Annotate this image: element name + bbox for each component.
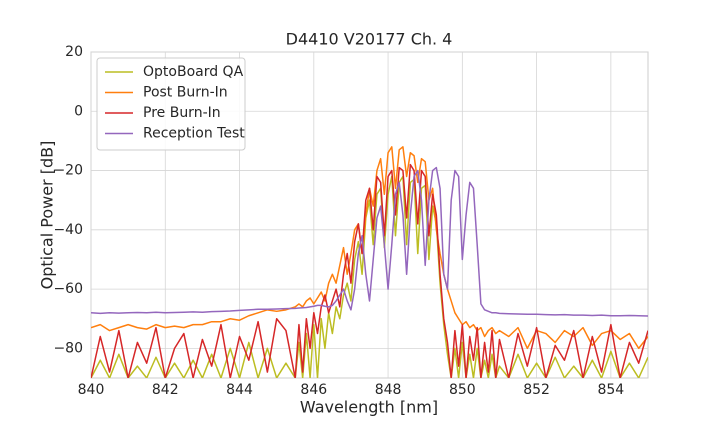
legend-label: OptoBoard QA — [143, 64, 244, 80]
y-axis-label: Optical Power [dB] — [38, 141, 57, 290]
x-tick-label: 846 — [300, 382, 327, 398]
y-tick-label: −60 — [53, 281, 83, 297]
x-tick-label: 842 — [152, 382, 179, 398]
legend-label: Pre Burn-In — [143, 105, 221, 121]
y-tick-label: −40 — [53, 222, 83, 238]
x-tick-label: 850 — [449, 382, 476, 398]
x-tick-label: 844 — [226, 382, 253, 398]
x-tick-label: 852 — [523, 382, 550, 398]
x-tick-label: 848 — [375, 382, 402, 398]
legend-box — [96, 57, 246, 151]
legend-label: Post Burn-In — [143, 85, 228, 101]
y-tick-label: 20 — [65, 44, 83, 60]
series-line — [91, 146, 648, 350]
y-tick-label: −80 — [53, 340, 83, 356]
chart-title: D4410 V20177 Ch. 4 — [286, 30, 453, 49]
y-tick-label: −20 — [53, 163, 83, 179]
legend: OptoBoard QA Post Burn-In Pre Burn-In Recep… — [96, 57, 246, 151]
lines — [91, 146, 648, 378]
x-axis-label: Wavelength [nm] — [300, 398, 438, 417]
y-tick-label: 0 — [74, 103, 83, 119]
x-tick-label: 840 — [78, 382, 105, 398]
series-line — [91, 166, 648, 317]
series-line — [91, 175, 648, 378]
series-line — [91, 163, 648, 378]
grid — [90, 51, 648, 378]
x-tick-label: 854 — [597, 382, 624, 398]
legend-label: Reception Test — [143, 126, 245, 142]
